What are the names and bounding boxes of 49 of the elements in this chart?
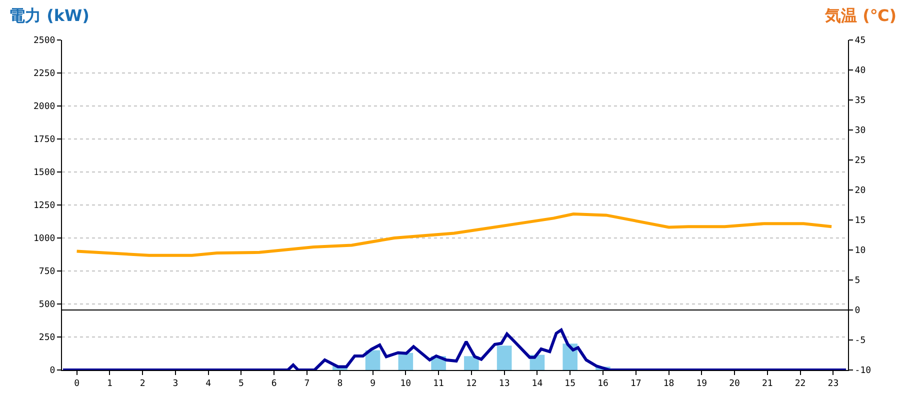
x-tick-label: 22 xyxy=(794,378,806,389)
x-tick-label: 17 xyxy=(630,378,642,389)
x-tick-label: 21 xyxy=(762,378,773,389)
y2-tick-label: -10 xyxy=(854,366,872,376)
y-tick-label: 2000 xyxy=(34,102,56,112)
x-tick-label: 8 xyxy=(337,378,343,389)
y2-tick-label: 10 xyxy=(854,246,866,256)
y-tick-label: 1250 xyxy=(34,201,56,212)
x-tick-label: 23 xyxy=(828,378,839,389)
y2-tick-label: 0 xyxy=(854,306,860,316)
y2-axis-title: 気温 (℃) xyxy=(824,6,897,25)
x-tick-label: 4 xyxy=(206,378,212,389)
y-tick-label: 2500 xyxy=(34,36,56,46)
x-tick-label: 12 xyxy=(466,378,477,389)
x-tick-label: 5 xyxy=(238,378,244,389)
y2-tick-label: 30 xyxy=(854,126,866,136)
y-tick-label: 1000 xyxy=(34,234,56,244)
x-tick-label: 15 xyxy=(564,378,576,389)
y-tick-label: 2250 xyxy=(34,69,56,80)
y-tick-label: 1750 xyxy=(34,135,56,146)
y-tick-label: 750 xyxy=(38,267,56,278)
y-tick-label: 500 xyxy=(38,300,56,310)
y2-tick-label: 40 xyxy=(854,66,866,76)
x-tick-label: 1 xyxy=(106,378,112,389)
x-tick-label: 3 xyxy=(172,378,178,389)
x-tick-label: 11 xyxy=(433,378,444,389)
x-tick-label: 16 xyxy=(598,378,608,389)
x-tick-label: 20 xyxy=(729,378,740,389)
x-tick-label: 0 xyxy=(74,378,80,389)
y-axis-title: 電力 (kW) xyxy=(9,6,90,25)
x-tick-label: 7 xyxy=(304,378,310,389)
x-tick-label: 10 xyxy=(400,378,412,389)
y-tick-label: 1500 xyxy=(34,168,56,178)
x-tick-label: 13 xyxy=(498,378,510,389)
y2-tick-label: 15 xyxy=(854,216,866,226)
y-tick-label: 250 xyxy=(38,333,56,344)
x-tick-label: 2 xyxy=(140,378,146,389)
y2-tick-label: 45 xyxy=(854,36,866,46)
x-tick-label: 18 xyxy=(663,378,674,389)
y-tick-label: 0 xyxy=(50,366,56,376)
y2-tick-label: 5 xyxy=(854,276,860,286)
y2-tick-label: -5 xyxy=(854,336,866,346)
x-tick-label: 19 xyxy=(696,378,708,389)
y2-tick-label: 35 xyxy=(854,96,866,106)
x-tick-label: 6 xyxy=(271,378,277,389)
x-tick-label: 9 xyxy=(370,378,376,389)
y2-tick-label: 25 xyxy=(854,156,866,166)
x-tick-label: 14 xyxy=(532,378,543,389)
y2-tick-label: 20 xyxy=(854,186,866,196)
